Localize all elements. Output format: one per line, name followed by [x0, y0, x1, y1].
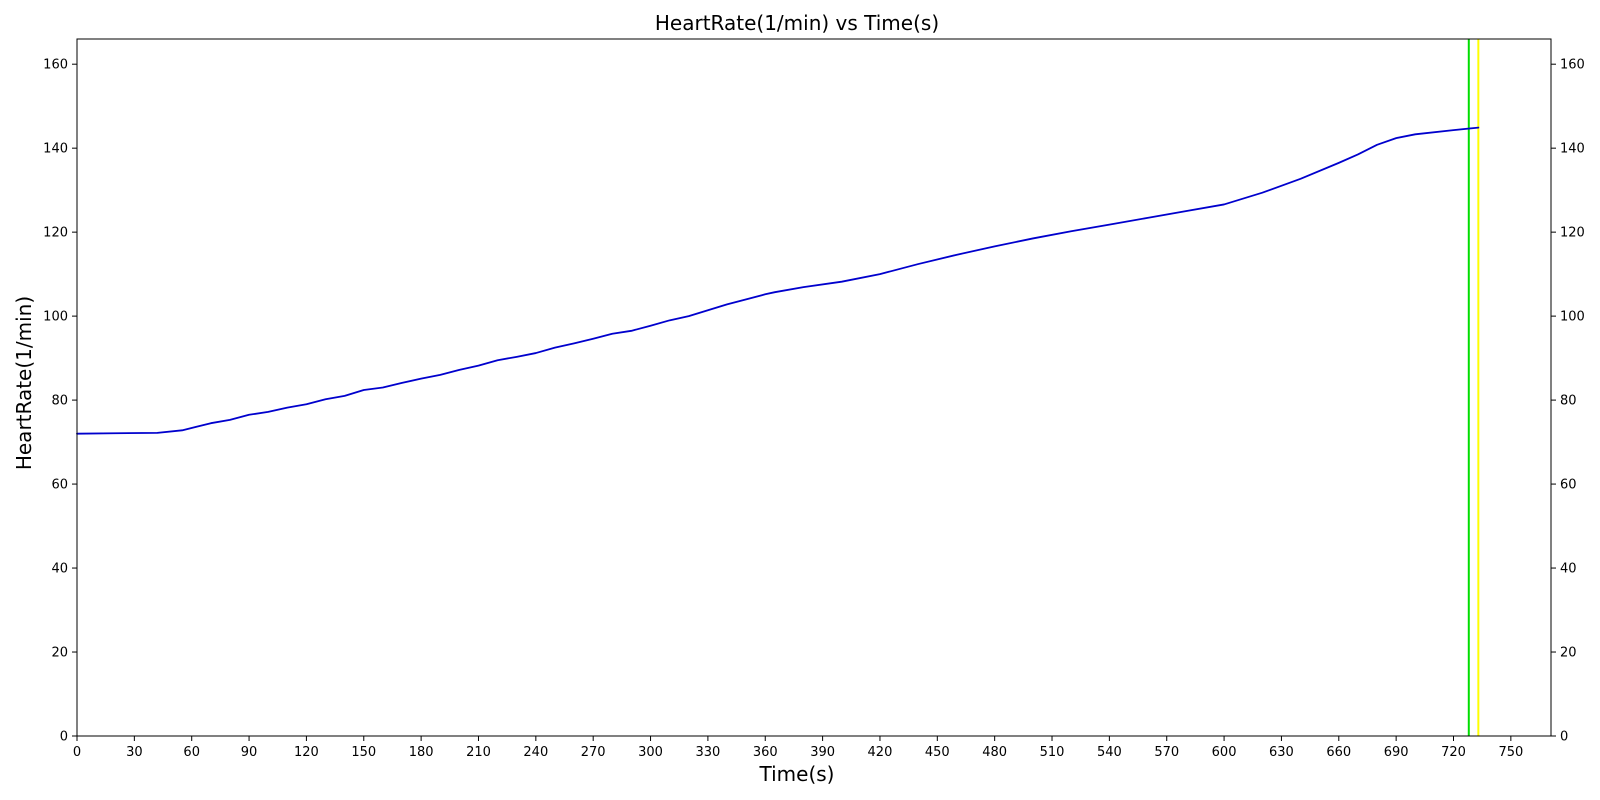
x-tick-label: 180 [409, 745, 434, 760]
x-tick-label: 750 [1498, 745, 1523, 760]
series-layer [76, 126, 1480, 435]
x-tick-label: 570 [1154, 745, 1179, 760]
x-tick-label: 450 [925, 745, 950, 760]
x-tick-label: 540 [1097, 745, 1122, 760]
x-tick-label: 390 [810, 745, 835, 760]
x-tick-label: 210 [466, 745, 491, 760]
y-tick-label-right: 120 [1560, 226, 1585, 241]
x-tick-label: 690 [1384, 745, 1409, 760]
y-tick-label-left: 140 [43, 142, 68, 157]
y-tick-label-right: 140 [1560, 142, 1585, 157]
y-tick-label-left: 160 [43, 58, 68, 73]
x-tick-label: 120 [294, 745, 319, 760]
x-tick-label: 0 [73, 745, 81, 760]
y-tick-label-right: 60 [1560, 478, 1577, 493]
x-tick-label: 600 [1212, 745, 1237, 760]
x-tick-label: 330 [695, 745, 720, 760]
x-tick-label: 90 [241, 745, 258, 760]
y-tick-label-right: 20 [1560, 646, 1577, 661]
y-tick-label-right: 160 [1560, 58, 1585, 73]
x-tick-label: 630 [1269, 745, 1294, 760]
y-tick-label-right: 100 [1560, 310, 1585, 325]
x-tick-label: 480 [982, 745, 1007, 760]
y-tick-label-left: 0 [60, 730, 68, 745]
x-tick-label: 300 [638, 745, 663, 760]
y-tick-label-right: 0 [1560, 730, 1568, 745]
x-tick-label: 420 [868, 745, 893, 760]
y-tick-label-left: 100 [43, 310, 68, 325]
x-tick-label: 270 [581, 745, 606, 760]
y-tick-label-right: 40 [1560, 562, 1577, 577]
y-tick-label-left: 40 [51, 562, 68, 577]
axis-ticks: 0 30 60 90 120 150 180 210 240 270 300 330 360 390 420… [43, 58, 1585, 760]
x-tick-label: 720 [1441, 745, 1466, 760]
heart-rate-line [76, 126, 1480, 435]
x-tick-label: 150 [351, 745, 376, 760]
y-tick-label-left: 20 [51, 646, 68, 661]
chart-title: HeartRate(1/min) vs Time(s) [655, 11, 939, 35]
x-tick-label: 240 [523, 745, 548, 760]
y-tick-label-right: 80 [1560, 394, 1577, 409]
y-tick-label-left: 80 [51, 394, 68, 409]
x-axis-label: Time(s) [759, 762, 835, 786]
y-tick-label-left: 60 [51, 478, 68, 493]
vertical-markers [1467, 39, 1480, 736]
x-tick-label: 660 [1326, 745, 1351, 760]
plot-frame [76, 38, 1552, 737]
y-axis-label: HeartRate(1/min) [12, 296, 36, 470]
x-tick-label: 30 [126, 745, 143, 760]
x-tick-label: 360 [753, 745, 778, 760]
x-tick-label: 60 [183, 745, 200, 760]
x-tick-label: 510 [1040, 745, 1065, 760]
y-tick-label-left: 120 [43, 226, 68, 241]
